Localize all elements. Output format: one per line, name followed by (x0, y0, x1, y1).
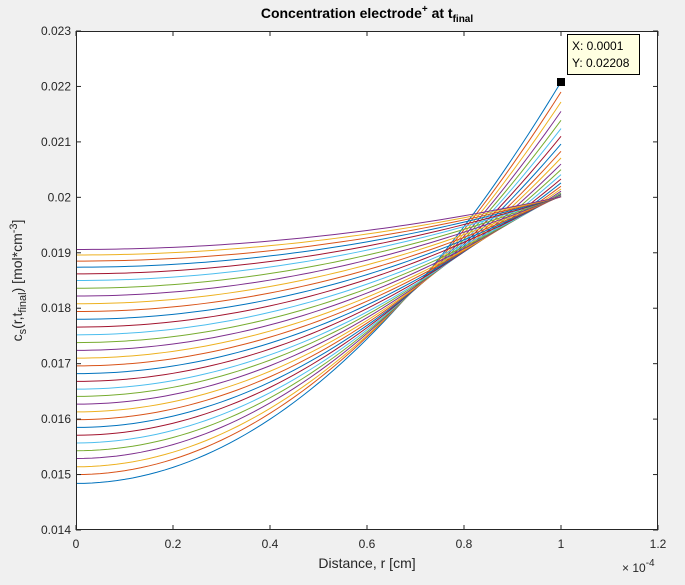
ylabel-sub-2: final (17, 292, 29, 312)
x-axis-exponent: × 10-4 (622, 558, 655, 575)
y-tick-label: 0.016 (41, 412, 71, 426)
series-line-5[interactable] (75, 119, 562, 452)
series-line-30[interactable] (75, 196, 562, 262)
series-line-21[interactable] (75, 194, 562, 328)
series-line-22[interactable] (75, 194, 562, 320)
y-axis-label: cs(r,tfinal) [mol*cm-3] (8, 220, 29, 342)
series-line-24[interactable] (75, 195, 562, 305)
data-tip[interactable]: X: 0.0001 Y: 0.02208 (557, 34, 640, 87)
x-tick-label: 1.2 (650, 537, 667, 551)
ylabel-sup-1: -3 (8, 223, 20, 233)
title-superscript: + (422, 4, 428, 15)
series-line-20[interactable] (75, 193, 562, 336)
series-line-32[interactable] (75, 196, 562, 250)
x-tick-label: 0.6 (359, 537, 376, 551)
x-tick-label: 0.8 (456, 537, 473, 551)
data-tip-box[interactable] (567, 34, 640, 75)
series-line-4[interactable] (75, 111, 562, 459)
series-line-17[interactable] (75, 188, 562, 359)
series-line-31[interactable] (75, 196, 562, 256)
series-line-26[interactable] (75, 195, 562, 289)
series-line-25[interactable] (75, 195, 562, 297)
ylabel-part-2: (r,t (9, 312, 25, 328)
y-tick-label: 0.019 (41, 246, 71, 260)
title-main: Concentration electrode (261, 5, 422, 21)
series-line-2[interactable] (75, 91, 562, 476)
series-line-7[interactable] (75, 136, 562, 436)
series-line-19[interactable] (75, 192, 562, 344)
series-line-27[interactable] (75, 195, 562, 281)
data-tip-x-text: X: 0.0001 (572, 39, 624, 53)
series-line-28[interactable] (75, 196, 562, 275)
series-line-29[interactable] (75, 196, 562, 268)
x-tick-label: 0 (73, 537, 80, 551)
plot-area[interactable] (76, 31, 658, 530)
x-tick-label: 1 (558, 537, 565, 551)
y-tick-label: 0.015 (41, 468, 71, 482)
chart-title: Concentration electrode+ at tfinal (261, 4, 474, 25)
x-tick-label: 0.2 (165, 537, 182, 551)
ylabel-part-3: ) [mol*cm (9, 233, 25, 292)
y-tick-label: 0.017 (41, 357, 71, 371)
x-exponent-base: × 10 (622, 561, 646, 575)
y-tick-label: 0.021 (41, 135, 71, 149)
ylabel-part-4: ] (9, 220, 25, 224)
series-line-3[interactable] (75, 101, 562, 468)
series-line-1[interactable] (75, 81, 562, 484)
x-exponent-power: -4 (646, 558, 655, 569)
y-tick-label: 0.014 (41, 523, 71, 537)
series-layer (75, 81, 562, 484)
data-tip-y-text: Y: 0.02208 (572, 56, 630, 70)
series-line-18[interactable] (75, 190, 562, 351)
ylabel-sub-1: s (17, 328, 29, 334)
x-axis-label: Distance, r [cm] (318, 555, 415, 571)
y-tick-label: 0.02 (48, 190, 72, 204)
x-tick-label: 0.4 (262, 537, 279, 551)
series-line-23[interactable] (75, 195, 562, 313)
y-tick-label: 0.022 (41, 79, 71, 93)
tick-layer: 0 0.2 0.4 0.6 0.8 1 1.2 0.014 0.015 0.016 0.017 0.0… (41, 24, 667, 551)
y-tick-label: 0.018 (41, 301, 71, 315)
y-tick-label: 0.023 (41, 24, 71, 38)
data-tip-marker[interactable] (557, 78, 565, 87)
ylabel-part-1: c (9, 334, 25, 341)
title-mid: at t (428, 5, 453, 21)
title-subscript: final (453, 14, 474, 25)
